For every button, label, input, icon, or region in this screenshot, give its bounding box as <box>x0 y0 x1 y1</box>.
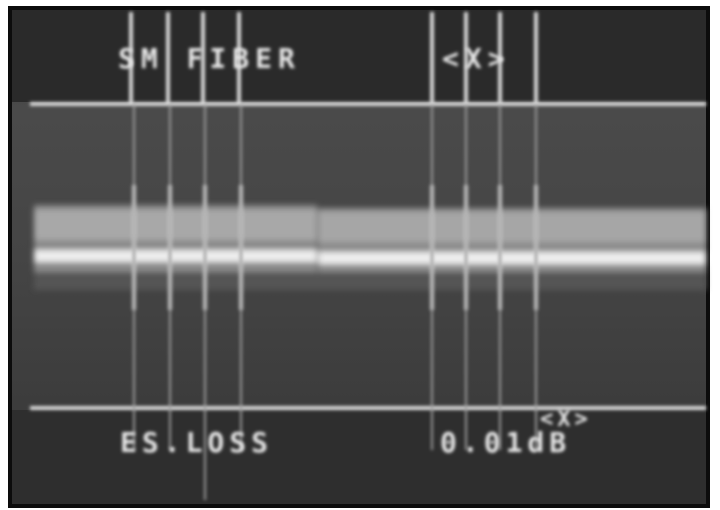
cursor-lines-faint <box>133 104 537 500</box>
view-indicator: <X> <box>540 407 592 432</box>
fiber-image <box>34 205 706 290</box>
loss-value: 0.01dB <box>440 426 571 459</box>
left-fiber-core <box>34 250 317 262</box>
left-fiber-cladding <box>34 210 317 240</box>
header-band <box>12 10 706 102</box>
guide-lines <box>30 12 706 500</box>
right-fiber-cladding <box>318 212 706 242</box>
view-indicator: <X> <box>442 42 511 75</box>
loss-label: ES.LOSS <box>120 426 273 459</box>
right-fiber-core <box>318 252 706 264</box>
screen-text: SM FIBER <X> <X> ES.LOSS 0.01dB <box>118 42 592 459</box>
footer-band <box>12 410 706 504</box>
fiber-type: SM FIBER <box>118 42 301 75</box>
